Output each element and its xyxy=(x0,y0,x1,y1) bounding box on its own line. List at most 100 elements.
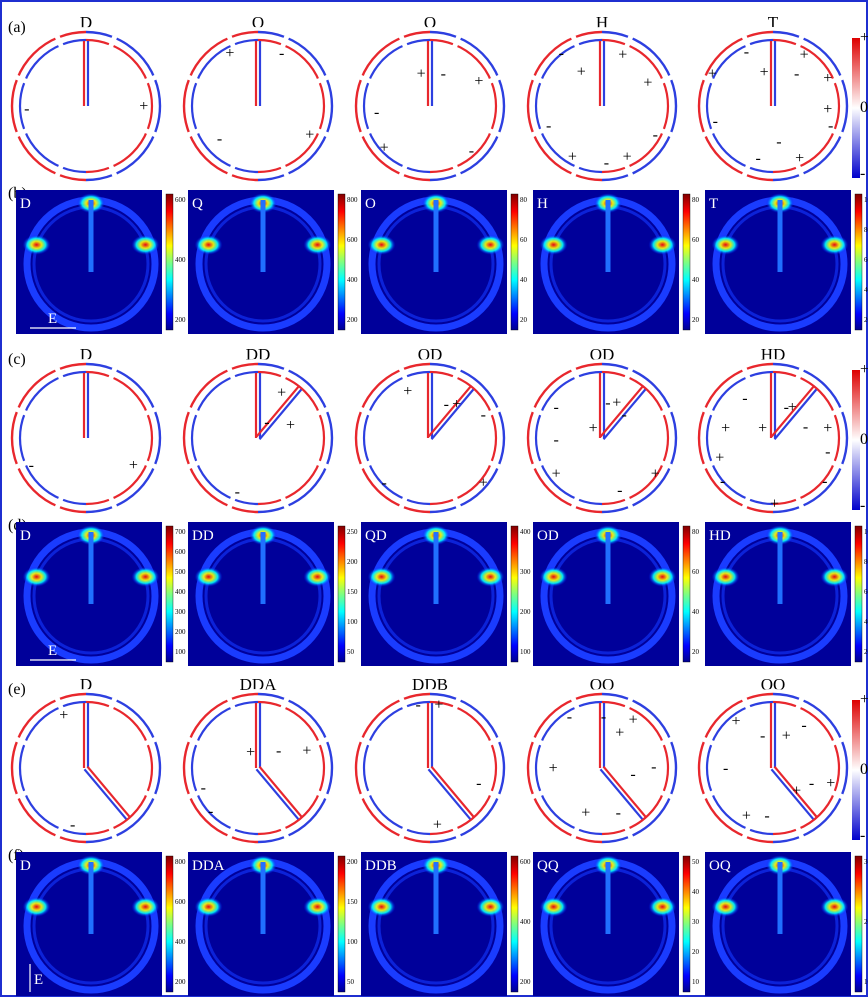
ring-gap xyxy=(398,33,409,49)
ring-outer-left xyxy=(182,692,259,844)
charge-sign: - xyxy=(217,131,222,148)
charge-sign: - xyxy=(24,100,29,117)
ring-gap xyxy=(700,736,716,747)
ring-gap xyxy=(226,495,237,511)
spoke-wire xyxy=(83,768,128,820)
colorbar-mid-label: 0 xyxy=(860,761,868,778)
charge-sign: - xyxy=(605,395,610,412)
map-title: D xyxy=(20,528,31,544)
field-hotspot xyxy=(131,896,160,917)
panel-f-4: OQ 30 20 10 xyxy=(705,852,868,996)
spoke-wire xyxy=(427,768,472,820)
panel-a-2: O+ - +-+ - xyxy=(351,13,509,185)
ring-inner-right xyxy=(85,38,154,174)
ring-gap xyxy=(487,74,503,85)
colorbar xyxy=(337,525,346,663)
ring-gap xyxy=(623,163,634,179)
colorbar-tick-label: 400 xyxy=(175,938,186,946)
ring-inner-left xyxy=(362,700,431,836)
charge-sign: - xyxy=(809,775,814,792)
colorbar xyxy=(337,193,346,331)
colorbar-tick-label: 400 xyxy=(347,276,358,284)
ring-outer-left xyxy=(526,362,603,514)
map-title: QD xyxy=(365,528,387,544)
charge-sign: + xyxy=(549,760,558,777)
charge-colorbar: +0 - xyxy=(852,691,868,844)
colorbar xyxy=(682,193,691,331)
ring-gap xyxy=(143,789,159,800)
ring-gap xyxy=(315,74,331,85)
ring-gap xyxy=(794,695,805,711)
colorbar-tick-label: 20 xyxy=(864,918,868,926)
field-hotspot xyxy=(131,234,160,255)
colorbar-tick-label: 40 xyxy=(864,618,868,626)
ring-gap xyxy=(357,789,373,800)
map-title: H xyxy=(537,196,548,212)
field-hotspot xyxy=(820,234,849,255)
charge-sign: - xyxy=(381,475,386,492)
panel-d-1: DD 250 200 150 100 50 xyxy=(188,522,358,666)
ring-outer-right xyxy=(429,362,506,514)
panel-d-2: QD 400 300 200 100 xyxy=(361,522,531,666)
ring-gap xyxy=(659,406,675,417)
ring-gap xyxy=(741,365,752,381)
field-hotspot xyxy=(648,566,677,587)
colorbar-top-label: + xyxy=(860,29,868,46)
map-title: DDB xyxy=(365,858,397,874)
ring-gap xyxy=(107,695,118,711)
ring-inner-right xyxy=(601,700,670,836)
panel-label: (c) xyxy=(8,351,26,368)
colorbar xyxy=(682,855,691,993)
ring-gap xyxy=(357,127,373,138)
colorbar-tick-label: 200 xyxy=(175,316,186,324)
charge-sign: - xyxy=(444,396,449,413)
ring-gap xyxy=(398,495,409,511)
panel-d-4: HD 10 80 60 40 20 xyxy=(705,522,868,666)
charge-sign: - xyxy=(825,443,830,460)
ring-gap xyxy=(226,365,237,381)
ring-outer-left xyxy=(697,362,774,514)
ring-gap xyxy=(143,736,159,747)
colorbar-tick-label: 80 xyxy=(692,528,700,536)
charge-sign: - xyxy=(29,457,34,474)
mode-title: DDB xyxy=(412,675,448,694)
charge-sign: + xyxy=(59,707,68,724)
ring-inner-right xyxy=(85,370,154,506)
charge-sign: - xyxy=(784,399,789,416)
charge-sign: - xyxy=(70,816,75,833)
ring-gap xyxy=(623,825,634,841)
row-a: (a) D- +Q+ -- +O+ - +-+ -H-+++--+ - +T+-++- +-+-- +… xyxy=(7,13,868,185)
ring-gap xyxy=(830,789,846,800)
ring-outer-left xyxy=(354,362,431,514)
charge-sign: - xyxy=(822,473,827,490)
ring-outer-right xyxy=(601,362,678,514)
colorbar-mid-label: 0 xyxy=(860,99,868,116)
ring-gap xyxy=(185,736,201,747)
colorbar-tick-label: 80 xyxy=(864,558,868,566)
ring-gap xyxy=(13,459,29,470)
colorbar xyxy=(510,855,519,993)
colorbar-tick-label: 40 xyxy=(864,286,868,294)
ring-outer-right xyxy=(772,362,849,514)
ring-gap xyxy=(279,365,290,381)
charge-sign: + xyxy=(277,384,286,401)
field-hotspot xyxy=(367,896,396,917)
e-field-label: E xyxy=(34,972,43,988)
ring-gap xyxy=(226,33,237,49)
panel-e-1: DDA+ - +-- xyxy=(179,675,337,847)
charge-sign: + xyxy=(589,420,598,437)
charge-sign: - xyxy=(476,775,481,792)
ring-outer-left xyxy=(182,362,259,514)
field-hotspot xyxy=(711,896,740,917)
colorbar xyxy=(510,193,519,331)
row-c: (c) D- +DD+- +-QD+- +-- +OD- -++--+ +-HD-+ +-+- +… xyxy=(7,345,868,517)
charge-sign: - xyxy=(235,483,240,500)
colorbar-tick-label: 300 xyxy=(175,608,186,616)
colorbar-bottom-label: - xyxy=(860,827,865,844)
ring-outer-right xyxy=(601,30,678,182)
field-hotspot xyxy=(539,566,568,587)
panel-c-3: OD- -++--+ +- xyxy=(523,345,681,517)
colorbar-tick-label: 800 xyxy=(175,858,186,866)
panel-a-3: H-+++--+ - + xyxy=(523,13,681,185)
ring-gap xyxy=(279,495,290,511)
